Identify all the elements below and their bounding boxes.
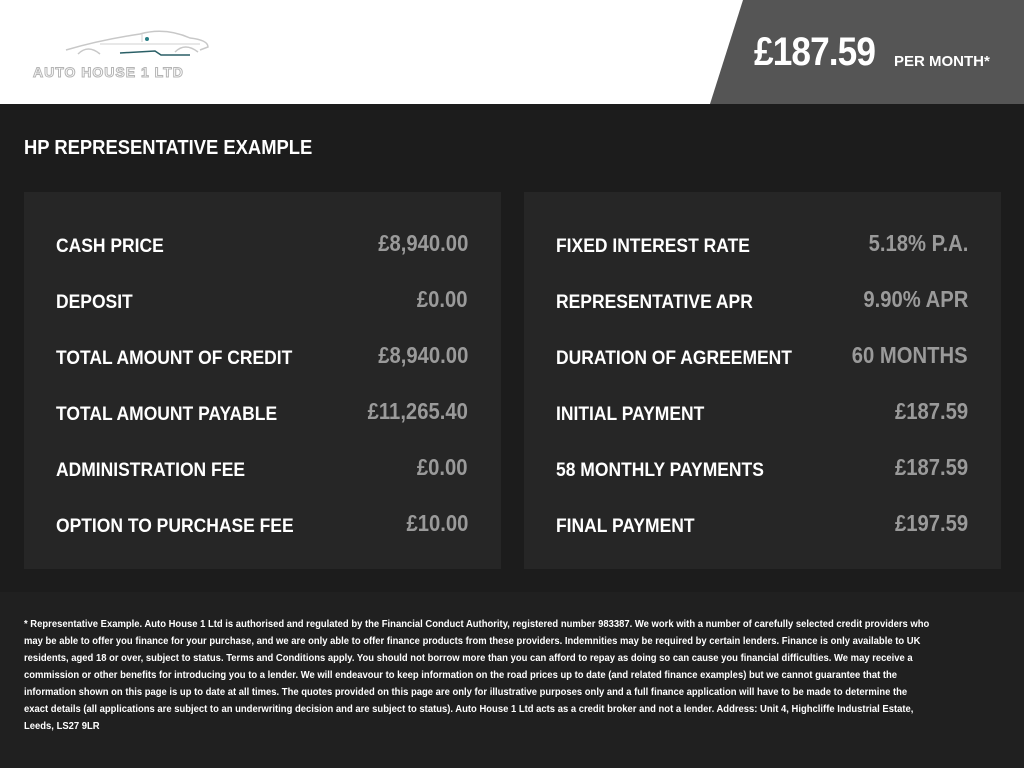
row-value: £10.00 (406, 510, 468, 536)
row-value: £8,940.00 (377, 230, 468, 256)
finance-panel-left: CASH PRICE £8,940.00 DEPOSIT £0.00 TOTAL A… (24, 192, 501, 569)
finance-row: DURATION OF AGREEMENT 60 MONTHS (556, 342, 968, 372)
row-value: £8,940.00 (377, 342, 468, 368)
row-value: £197.59 (894, 510, 968, 536)
finance-row: TOTAL AMOUNT OF CREDIT £8,940.00 (56, 342, 468, 372)
row-label: DEPOSIT (56, 292, 133, 313)
row-label: 58 MONTHLY PAYMENTS (556, 460, 764, 481)
row-value: £11,265.40 (367, 398, 468, 424)
row-value: £0.00 (417, 454, 468, 480)
row-label: ADMINISTRATION FEE (56, 460, 246, 481)
finance-panel-right: FIXED INTEREST RATE 5.18% P.A. REPRESENTA… (524, 192, 1001, 569)
row-value: 5.18% P.A. (868, 230, 968, 256)
disclaimer-section (0, 592, 1024, 768)
finance-row: OPTION TO PURCHASE FEE £10.00 (56, 510, 468, 540)
row-value: 9.90% APR (863, 286, 968, 312)
row-label: TOTAL AMOUNT PAYABLE (56, 404, 278, 425)
row-label: OPTION TO PURCHASE FEE (56, 516, 294, 537)
disclaimer-text: * Representative Example. Auto House 1 L… (24, 618, 930, 732)
header-bar: AUTO HOUSE 1 LTD £187.59 PER MONTH* (0, 0, 1024, 104)
row-label: FINAL PAYMENT (556, 516, 695, 537)
row-value: £187.59 (894, 398, 968, 424)
row-value: £0.00 (417, 286, 468, 312)
row-label: INITIAL PAYMENT (556, 404, 705, 425)
row-label: FIXED INTEREST RATE (556, 236, 750, 257)
row-label: DURATION OF AGREEMENT (556, 348, 792, 369)
section-title: HP REPRESENTATIVE EXAMPLE (24, 137, 313, 159)
finance-row: CASH PRICE £8,940.00 (56, 230, 468, 260)
logo-text: AUTO HOUSE 1 LTD (33, 64, 184, 81)
finance-row: INITIAL PAYMENT £187.59 (556, 398, 968, 428)
monthly-price: £187.59 (754, 30, 876, 74)
finance-row: ADMINISTRATION FEE £0.00 (56, 454, 468, 484)
finance-row: FIXED INTEREST RATE 5.18% P.A. (556, 230, 968, 260)
finance-row: 58 MONTHLY PAYMENTS £187.59 (556, 454, 968, 484)
finance-row: REPRESENTATIVE APR 9.90% APR (556, 286, 968, 316)
row-label: REPRESENTATIVE APR (556, 292, 753, 313)
row-label: CASH PRICE (56, 236, 164, 257)
car-logo-icon (65, 30, 209, 56)
finance-row: FINAL PAYMENT £197.59 (556, 510, 968, 540)
row-value: 60 MONTHS (852, 342, 968, 368)
finance-row: DEPOSIT £0.00 (56, 286, 468, 316)
row-label: TOTAL AMOUNT OF CREDIT (56, 348, 293, 369)
per-month-label: PER MONTH* (894, 53, 990, 70)
finance-row: TOTAL AMOUNT PAYABLE £11,265.40 (56, 398, 468, 428)
price-box (710, 0, 1024, 104)
row-value: £187.59 (894, 454, 968, 480)
